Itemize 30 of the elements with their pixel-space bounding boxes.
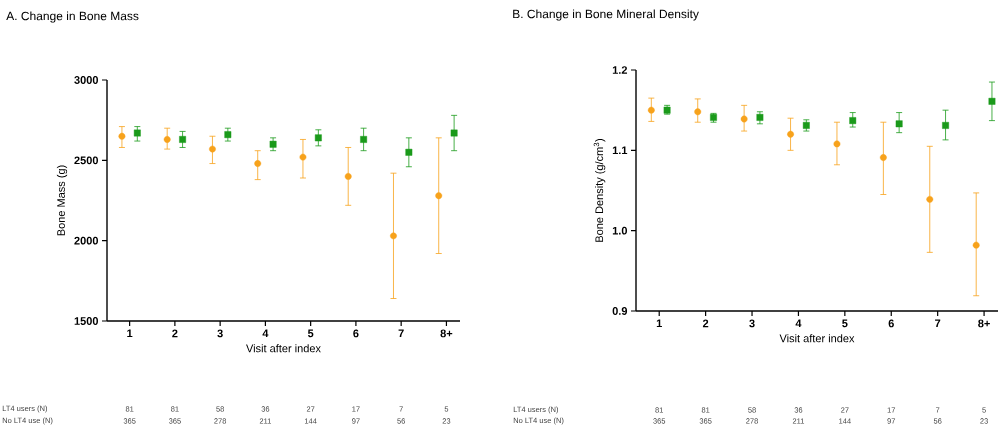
chart-title: A. Change in Bone Mass	[6, 11, 139, 23]
y-tick-label: 0.9	[612, 307, 628, 315]
x-tick-label: 5	[842, 319, 848, 328]
y-tick-label: 2000	[74, 236, 99, 245]
x-tick-label: 2	[702, 319, 709, 328]
x-tick-label: 7	[398, 329, 404, 338]
x-axis-title: Visit after index	[246, 344, 321, 353]
x-tick-label: 3	[217, 329, 223, 338]
x-axis-title: Visit after index	[779, 334, 855, 343]
x-tick-label: 4	[795, 319, 802, 328]
x-tick-label: 1	[127, 329, 133, 338]
y-axis-title: Bone Density (g/cm$^{3}$)	[593, 138, 606, 242]
x-tick-label: 8+	[978, 319, 990, 328]
y-tick-label: 3000	[74, 76, 99, 84]
x-tick-label: 6	[353, 329, 359, 338]
y-axis-title: Bone Mass (g)	[56, 165, 68, 236]
x-tick-label: 7	[935, 319, 941, 328]
x-tick-label: 6	[888, 319, 894, 328]
y-tick-label: 1.0	[612, 226, 628, 235]
x-tick-label: 5	[307, 329, 314, 338]
chart-title: B. Change in Bone Mineral Density	[513, 9, 699, 21]
y-tick-label: 1500	[74, 317, 99, 325]
x-tick-label: 3	[749, 319, 755, 328]
y-tick-label: 1.2	[612, 66, 628, 74]
x-tick-label: 2	[172, 329, 178, 338]
x-tick-label: 1	[656, 319, 662, 328]
y-tick-label: 2500	[74, 156, 99, 165]
y-tick-label: 1.1	[612, 146, 628, 155]
x-tick-label: 4	[262, 329, 269, 338]
x-tick-label: 8+	[440, 329, 453, 338]
